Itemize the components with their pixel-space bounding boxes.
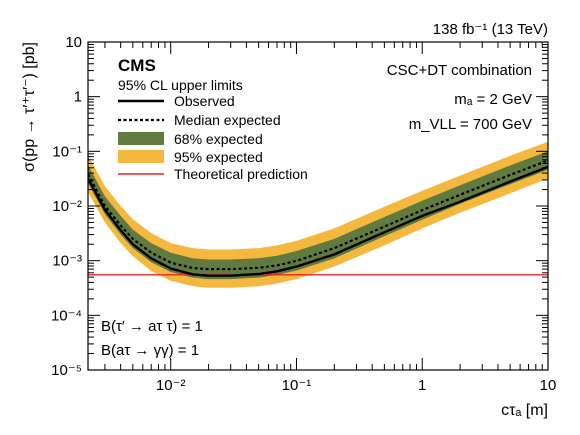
data-layer [88, 141, 548, 288]
x-tick-label: 10⁻² [156, 377, 186, 394]
y-tick-label: 10⁻³ [52, 253, 82, 270]
legend-95-label: 95% expected [174, 149, 263, 165]
legend: Observed Median expected 68% expected 95… [118, 93, 308, 182]
band-95-expected [88, 141, 548, 288]
x-axis-label: cτₐ [m] [501, 402, 548, 419]
median-expected-line [88, 159, 548, 271]
y-tick-label: 10⁻² [52, 198, 82, 215]
param-mass-a: mₐ = 2 GeV [454, 91, 532, 108]
y-tick-label: 1 [74, 89, 82, 106]
axis-tick-labels: 10⁻² 10⁻¹ 1 10 10⁻⁵ 10⁻⁴ 10⁻³ 10⁻² 10⁻¹ 1 10 [51, 34, 556, 394]
combination-label: CSC+DT combination [387, 62, 532, 79]
band-68-expected [88, 151, 548, 280]
x-tick-label: 1 [418, 377, 426, 394]
axis-ticks [88, 41, 549, 371]
legend-median-label: Median expected [174, 112, 281, 128]
observed-line [88, 165, 548, 277]
param-mass-vll: m_VLL = 700 GeV [409, 116, 532, 133]
y-tick-label: 10 [65, 34, 82, 51]
legend-68-swatch [118, 132, 164, 145]
y-tick-label: 10⁻¹ [52, 143, 82, 160]
chart-subtitle: 95% CL upper limits [118, 77, 243, 93]
lumi-label: 138 fb⁻¹ (13 TeV) [433, 21, 548, 38]
y-tick-label: 10⁻⁴ [51, 307, 82, 324]
y-tick-label: 10⁻⁵ [51, 362, 82, 379]
legend-theory-label: Theoretical prediction [174, 166, 308, 182]
legend-68-label: 68% expected [174, 131, 263, 147]
experiment-label: CMS [118, 56, 156, 75]
legend-95-swatch [118, 150, 164, 163]
assumption-br-a: B(aτ → γγ) = 1 [101, 342, 199, 359]
y-axis-label: σ(pp → τ′⁺τ′⁻) [pb] [21, 42, 38, 172]
x-tick-label: 10 [540, 377, 557, 394]
x-tick-label: 10⁻¹ [282, 377, 312, 394]
assumption-br-tau: B(τ′ → aτ τ) = 1 [101, 318, 203, 335]
legend-observed-label: Observed [174, 93, 235, 109]
